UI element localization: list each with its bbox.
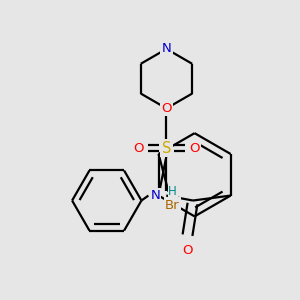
Text: O: O: [134, 142, 144, 154]
Text: O: O: [189, 142, 200, 154]
Text: Br: Br: [165, 199, 180, 212]
Text: O: O: [161, 102, 172, 115]
Text: N: N: [151, 189, 160, 202]
Text: S: S: [162, 140, 171, 155]
Text: N: N: [162, 42, 171, 56]
Text: H: H: [168, 185, 177, 198]
Text: O: O: [182, 244, 192, 256]
